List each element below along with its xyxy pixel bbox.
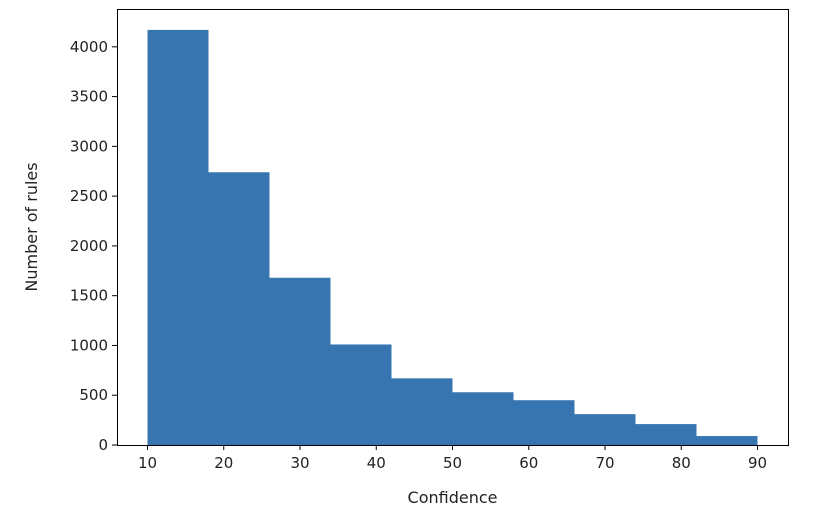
y-tick-label: 4000 xyxy=(70,38,108,56)
x-tick-label: 90 xyxy=(748,454,767,472)
x-tick-label: 80 xyxy=(672,454,691,472)
x-tick-label: 30 xyxy=(290,454,309,472)
histogram-bar xyxy=(269,277,331,445)
histogram-bar xyxy=(330,344,392,445)
histogram-bar xyxy=(391,378,453,445)
y-tick-label: 1000 xyxy=(70,336,108,354)
y-tick-label: 2000 xyxy=(70,237,108,255)
histogram-bar xyxy=(147,29,209,445)
y-tick-label: 3500 xyxy=(70,88,108,106)
x-tick-label: 60 xyxy=(519,454,538,472)
histogram-bar xyxy=(513,400,575,445)
x-tick-label: 40 xyxy=(367,454,386,472)
histogram-bar xyxy=(635,424,697,445)
y-tick-label: 2500 xyxy=(70,187,108,205)
y-tick-label: 1500 xyxy=(70,287,108,305)
histogram-bar xyxy=(452,392,514,445)
x-tick-label: 10 xyxy=(138,454,157,472)
y-axis-ticks: 0 500 1000 1500 2000 2500 3000 3500 4000 xyxy=(70,38,117,454)
x-tick-label: 70 xyxy=(595,454,614,472)
x-tick-label: 20 xyxy=(214,454,233,472)
histogram-bar xyxy=(696,436,758,445)
x-tick-label: 50 xyxy=(443,454,462,472)
y-tick-label: 500 xyxy=(79,386,108,404)
histogram-bars xyxy=(147,29,758,445)
y-axis-label: Number of rules xyxy=(22,162,41,291)
x-axis-ticks: 10 20 30 40 50 60 70 80 90 xyxy=(138,445,767,472)
x-axis-label: Confidence xyxy=(408,488,498,507)
y-tick-label: 0 xyxy=(98,436,108,454)
y-tick-label: 3000 xyxy=(70,137,108,155)
histogram-bar xyxy=(208,172,270,445)
histogram-bar xyxy=(574,414,636,445)
